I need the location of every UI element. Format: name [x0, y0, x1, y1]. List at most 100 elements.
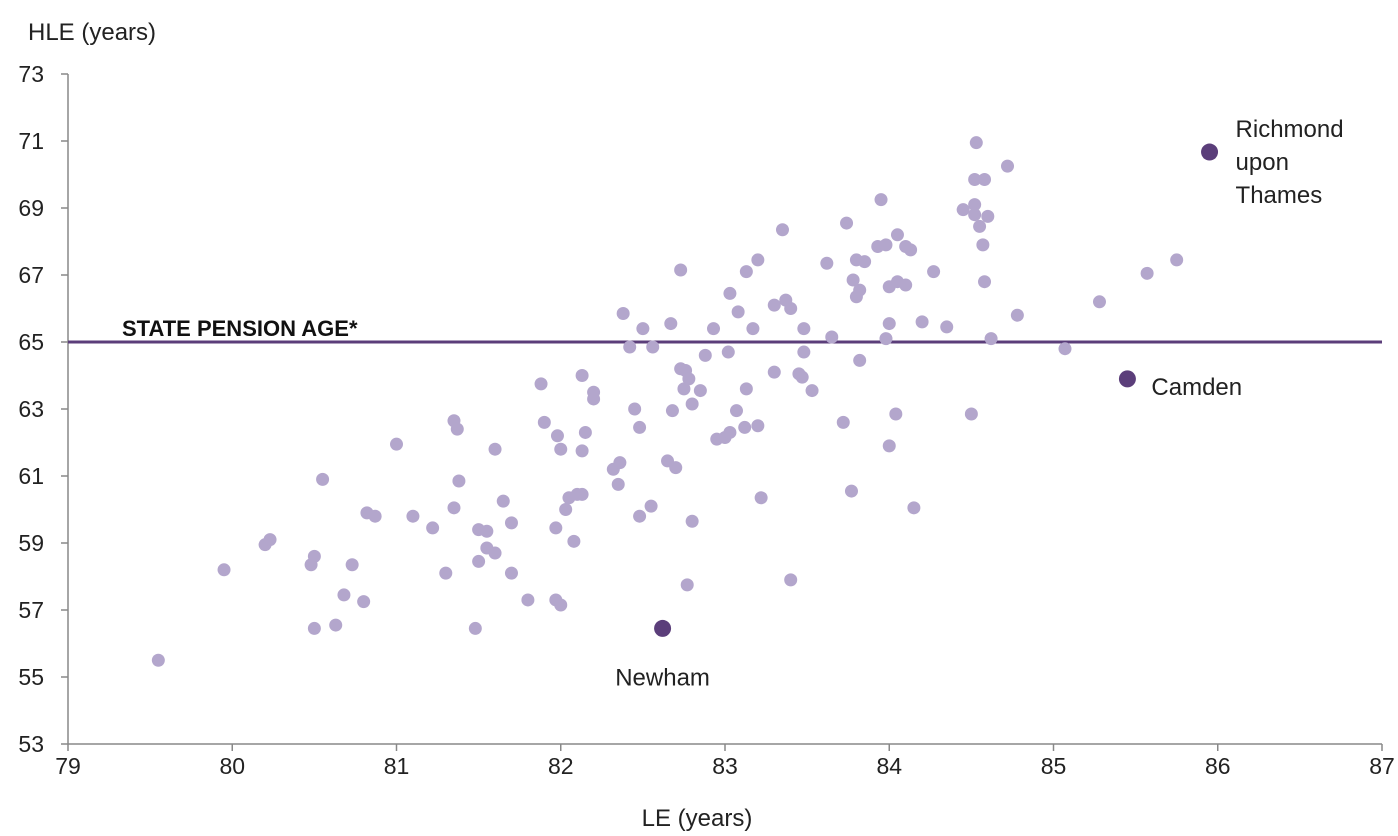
highlighted-point	[654, 619, 672, 637]
data-point	[307, 621, 321, 635]
data-point	[767, 298, 781, 312]
data-point	[665, 404, 679, 418]
highlighted-points: Richmond upon Thames Camden Newham	[615, 116, 1343, 691]
data-point	[151, 653, 165, 667]
data-point	[739, 265, 753, 279]
y-tick-label: 73	[18, 61, 44, 87]
data-point	[723, 425, 737, 439]
data-point	[575, 369, 589, 382]
y-tick-label: 71	[18, 128, 44, 154]
data-point	[889, 407, 903, 421]
axes: 53 55 57 59 61 63 65 67 69 71 73 79 80 81 82 83 84 85 86 87	[18, 61, 1394, 779]
point-annotation: upon	[1236, 149, 1289, 176]
data-point	[633, 420, 647, 434]
highlighted-point	[1118, 370, 1136, 388]
data-point	[1010, 308, 1024, 322]
data-point	[578, 425, 592, 439]
data-point	[549, 521, 563, 535]
y-tick-label: 53	[18, 731, 44, 757]
data-point	[439, 566, 453, 580]
data-point	[964, 407, 978, 421]
data-point	[795, 370, 809, 384]
x-tick-label: 83	[712, 753, 738, 779]
x-tick-label: 82	[548, 753, 574, 779]
data-point	[1170, 253, 1184, 267]
data-point	[1058, 342, 1072, 356]
data-point	[677, 382, 691, 396]
data-point	[775, 223, 789, 237]
data-point	[907, 501, 921, 515]
data-point	[738, 420, 752, 434]
data-point	[978, 275, 992, 289]
data-point	[217, 563, 231, 577]
data-point	[488, 442, 502, 456]
reference-line-label: STATE PENSION AGE*	[122, 316, 358, 341]
data-point	[537, 415, 551, 429]
x-tick-label: 86	[1205, 753, 1231, 779]
y-tick-label: 67	[18, 262, 44, 288]
data-point	[825, 330, 839, 344]
data-point	[858, 255, 872, 269]
data-point	[587, 392, 601, 406]
y-tick-label: 69	[18, 195, 44, 221]
data-point	[682, 372, 696, 386]
data-point	[345, 558, 359, 572]
data-point	[698, 348, 712, 362]
data-point	[984, 332, 998, 346]
y-tick-label: 65	[18, 329, 44, 355]
x-tick-label: 80	[219, 753, 245, 779]
x-tick-label: 87	[1369, 753, 1395, 779]
data-point	[559, 503, 573, 516]
point-annotation: Thames	[1236, 182, 1323, 209]
data-point	[723, 286, 737, 300]
data-point	[746, 322, 760, 336]
highlighted-point	[1201, 143, 1219, 161]
data-point	[406, 509, 420, 523]
data-point	[636, 322, 650, 336]
point-annotation: Richmond	[1236, 116, 1344, 143]
data-point	[820, 256, 834, 270]
data-point	[739, 382, 753, 396]
y-tick-label: 63	[18, 396, 44, 422]
data-point	[784, 302, 798, 315]
data-point	[899, 278, 913, 292]
data-point	[784, 573, 798, 587]
y-tick-label: 55	[18, 664, 44, 690]
data-point	[504, 566, 518, 580]
data-point	[968, 173, 982, 187]
data-point	[1140, 266, 1154, 280]
data-point	[729, 404, 743, 418]
data-point	[890, 228, 904, 242]
data-point	[874, 193, 888, 207]
data-point	[767, 365, 781, 379]
data-point	[840, 216, 854, 230]
data-point	[613, 456, 627, 470]
data-point	[623, 340, 637, 354]
data-point	[633, 509, 647, 523]
y-tick-label: 59	[18, 530, 44, 556]
data-point	[390, 437, 403, 451]
reference-line-group: STATE PENSION AGE*	[68, 316, 1382, 344]
data-point	[450, 422, 464, 436]
x-tick-label: 81	[384, 753, 410, 779]
y-axis-title: HLE (years)	[28, 19, 156, 46]
data-point	[504, 516, 518, 530]
point-annotation: Camden	[1151, 374, 1242, 401]
data-point	[575, 444, 589, 458]
data-point	[1001, 159, 1015, 173]
data-point	[680, 578, 694, 592]
point-annotation: Newham	[615, 664, 710, 691]
data-point	[669, 461, 683, 475]
data-point	[707, 322, 721, 336]
y-tick-label: 61	[18, 463, 44, 489]
data-point	[731, 305, 745, 319]
data-point	[263, 533, 277, 547]
data-point	[915, 315, 929, 329]
data-point	[488, 546, 502, 560]
data-point	[904, 243, 918, 257]
data-point	[426, 521, 440, 535]
data-point	[844, 484, 858, 498]
data-point	[853, 353, 867, 367]
data-point	[472, 554, 486, 568]
